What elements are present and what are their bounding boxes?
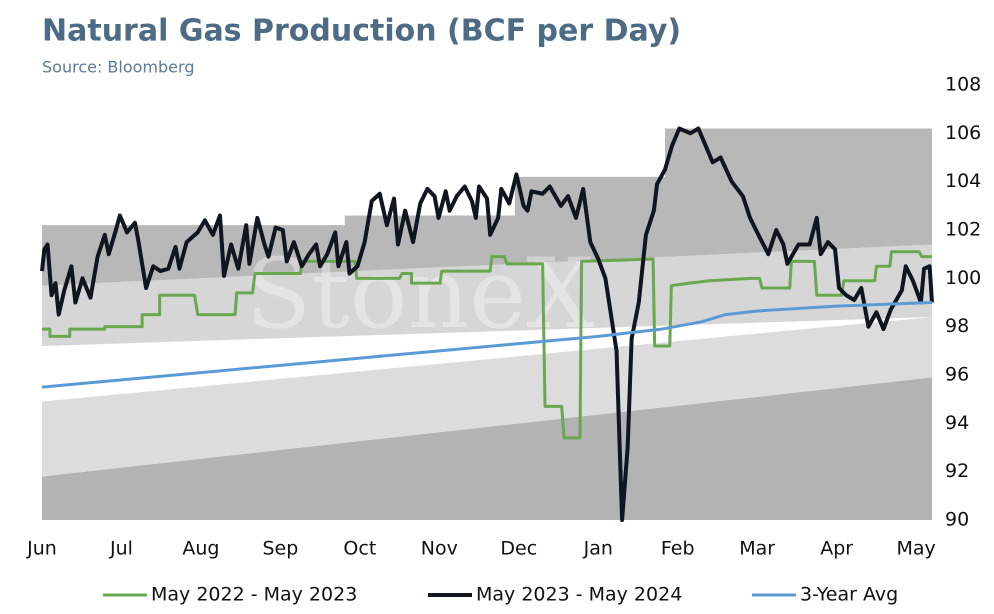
x-tick-label: Oct (343, 538, 376, 560)
range-band (42, 317, 932, 477)
legend-label: 3-Year Avg (800, 584, 898, 606)
x-tick-label: Jan (583, 538, 613, 560)
x-tick-label: Jun (26, 538, 57, 560)
chart-subtitle: Source: Bloomberg (42, 58, 194, 77)
x-tick-label: Sep (262, 538, 298, 560)
lines (40, 126, 934, 522)
y-tick-label: 92 (945, 460, 969, 482)
x-tick-label: Mar (739, 538, 775, 560)
x-tick-label: Dec (500, 538, 537, 560)
x-tick-label: Feb (661, 538, 695, 560)
legend-label: May 2022 - May 2023 (151, 584, 357, 606)
y-tick-label: 104 (945, 170, 981, 192)
y-tick-label: 102 (945, 219, 981, 241)
range-band (42, 377, 932, 520)
axes: 90 92 94 96 98 100 102 104 106 108 Jun Jul Aug Sep Oct… (26, 74, 981, 560)
legend: May 2022 - May 2023 May 2023 - May 2024 3-… (103, 584, 898, 606)
y-tick-label: 98 (945, 315, 969, 337)
chart-title: Natural Gas Production (BCF per Day) (42, 14, 681, 49)
series-line (41, 301, 933, 389)
y-tick-label: 90 (945, 509, 969, 531)
x-tick-label: May (896, 538, 935, 560)
legend-label: May 2023 - May 2024 (476, 584, 682, 606)
watermark: StoneX (245, 238, 594, 350)
x-tick-label: Apr (820, 538, 853, 560)
x-tick-label: Jul (109, 538, 133, 560)
series-line (42, 250, 932, 440)
y-tick-label: 100 (945, 267, 981, 289)
x-tick-label: Aug (182, 538, 219, 560)
y-tick-label: 106 (945, 122, 981, 144)
y-tick-label: 96 (945, 364, 969, 386)
series-line (40, 126, 934, 522)
y-tick-label: 108 (945, 74, 981, 96)
y-tick-label: 94 (945, 412, 969, 434)
x-tick-label: Nov (421, 538, 458, 560)
